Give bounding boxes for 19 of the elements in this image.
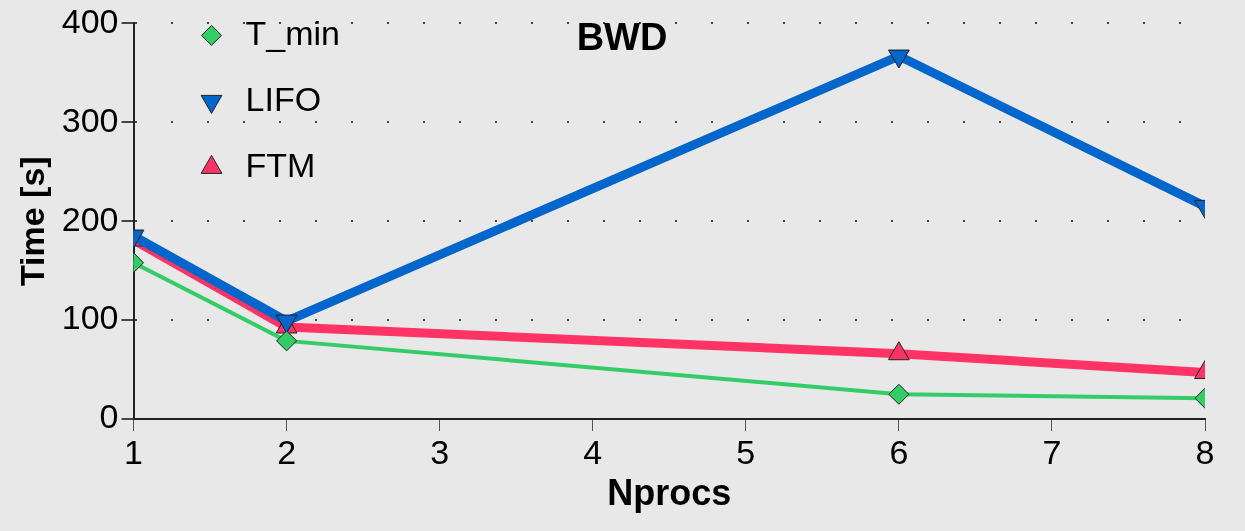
x-tick-label: 2 xyxy=(277,432,297,471)
legend-label: LIFO xyxy=(245,79,322,118)
x-tick-label: 3 xyxy=(430,432,450,471)
x-axis-title: Nprocs xyxy=(607,472,732,514)
x-tick-label: 5 xyxy=(736,432,756,471)
x-tick-label: 6 xyxy=(889,432,909,471)
x-tick-label: 7 xyxy=(1042,432,1062,471)
y-axis-title: Time [s] xyxy=(12,156,51,287)
y-tick-label: 300 xyxy=(61,100,119,139)
y-tick-label: 200 xyxy=(61,199,119,238)
x-tick-label: 4 xyxy=(583,432,603,471)
legend-label: FTM xyxy=(245,145,316,184)
y-tick-label: 400 xyxy=(61,1,119,40)
y-tick-label: 0 xyxy=(99,397,119,436)
x-tick-label: 1 xyxy=(124,432,143,471)
legend-label: T_min xyxy=(245,13,340,52)
y-tick-label: 100 xyxy=(61,298,119,337)
x-tick-label: 8 xyxy=(1195,432,1215,471)
chart-title: BWD xyxy=(576,15,668,58)
